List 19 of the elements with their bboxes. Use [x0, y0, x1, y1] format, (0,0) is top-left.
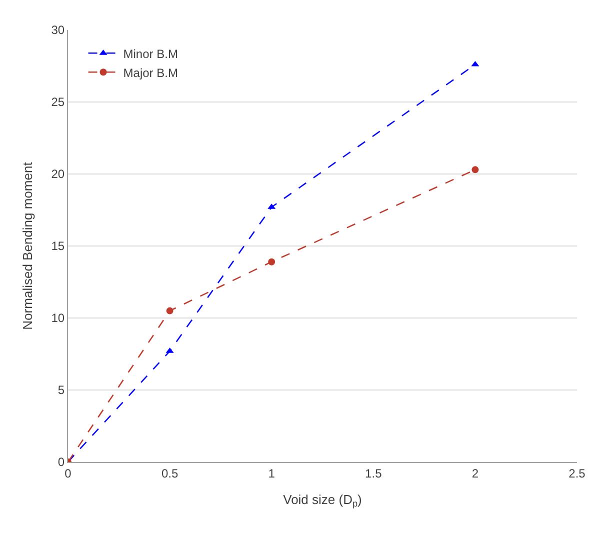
legend-label: Major B.M [123, 66, 178, 80]
x-tick-label: 2 [472, 466, 479, 480]
y-tick-label: 30 [51, 23, 65, 38]
point [472, 166, 479, 174]
legend-label: Minor B.M [123, 46, 178, 61]
y-tick-label: 0 [58, 455, 65, 470]
x-tick-label: 1 [268, 466, 276, 480]
x-tick-label: 1.5 [365, 466, 382, 480]
y-tick-label: 25 [51, 95, 65, 110]
point [268, 258, 276, 266]
point [166, 307, 174, 314]
x-axis-title: Void size (D$_{p}$) [283, 492, 362, 509]
x-tick-label: 2.5 [568, 466, 586, 480]
y-axis-title: Normalised Bending moment [20, 162, 36, 330]
y-tick-label: 20 [51, 167, 65, 182]
x-tick-label: 0.5 [161, 466, 178, 480]
y-tick-label: 5 [58, 383, 65, 398]
y-tick-label: 10 [51, 311, 65, 326]
y-tick-label: 15 [51, 239, 65, 254]
